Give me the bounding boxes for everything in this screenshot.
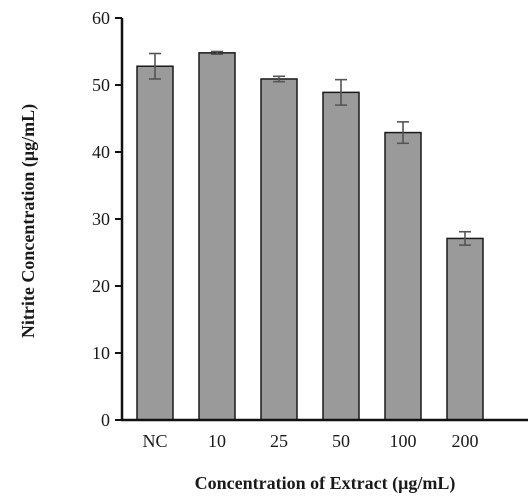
y-tick-label: 60 <box>92 8 110 28</box>
bar-200 <box>446 237 484 421</box>
y-tick-label: 20 <box>92 276 110 296</box>
y-tick-label: 0 <box>101 410 110 430</box>
bar-10 <box>198 52 236 421</box>
x-tick-label-50: 50 <box>332 431 350 451</box>
y-ticks-group: 0 10 20 30 40 50 60 <box>92 8 122 430</box>
y-tick-label: 10 <box>92 343 110 363</box>
x-tick-label-200: 200 <box>452 431 479 451</box>
y-tick-label: 30 <box>92 209 110 229</box>
y-tick-label: 50 <box>92 75 110 95</box>
bar-25 <box>260 78 298 421</box>
error-bars-group <box>149 50 471 246</box>
x-tick-label-NC: NC <box>142 431 167 451</box>
x-tick-label-25: 25 <box>270 431 288 451</box>
x-axis-title: Concentration of Extract (μg/mL) <box>195 473 456 494</box>
bar-100 <box>384 131 422 421</box>
y-axis-title: Nitrite Concentration (μg/mL) <box>18 104 39 338</box>
bars-group <box>136 52 484 421</box>
bar-50 <box>322 91 360 421</box>
bar-NC <box>136 65 174 421</box>
y-tick-label: 40 <box>92 142 110 162</box>
x-ticks-group: NC 10 25 50 100 200 <box>142 431 478 451</box>
x-tick-label-100: 100 <box>390 431 417 451</box>
x-tick-label-10: 10 <box>208 431 226 451</box>
